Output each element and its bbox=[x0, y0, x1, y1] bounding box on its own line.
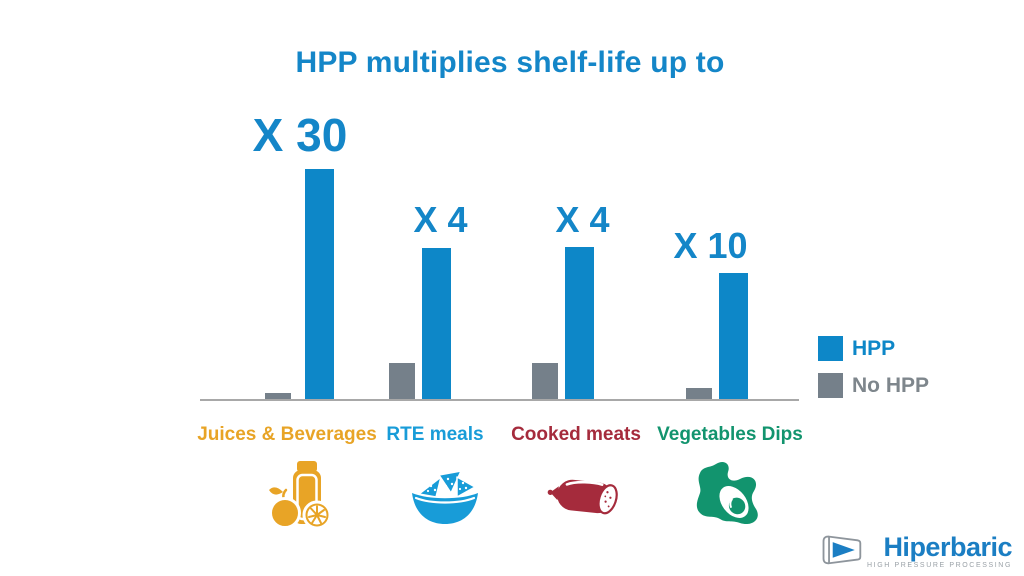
legend-item-hpp: HPP bbox=[818, 336, 929, 361]
salami-icon bbox=[543, 456, 627, 536]
bar-hpp-cooked bbox=[565, 247, 594, 400]
bar-hpp-dips bbox=[719, 273, 748, 400]
category-label-rte: RTE meals bbox=[386, 424, 484, 445]
bar-label-dips: X 10 bbox=[673, 225, 748, 266]
bar-label-juices: X 30 bbox=[252, 109, 348, 161]
avocado-icon bbox=[686, 456, 770, 536]
bar-nohpp-juices bbox=[265, 393, 291, 400]
category-label-cooked: Cooked meats bbox=[511, 424, 641, 445]
legend-swatch-hpp bbox=[818, 336, 843, 361]
category-label-juices: Juices & Beverages bbox=[197, 424, 377, 445]
logo-tagline-text: HIGH PRESSURE PROCESSING bbox=[867, 561, 1012, 569]
x-axis-line bbox=[200, 399, 799, 401]
legend-swatch-nohpp bbox=[818, 373, 843, 398]
hiperbaric-vessel-icon bbox=[818, 532, 864, 570]
legend-item-nohpp: No HPP bbox=[818, 373, 929, 398]
chips-bowl-icon bbox=[403, 456, 487, 536]
bar-label-cooked: X 4 bbox=[555, 199, 610, 240]
bar-label-rte: X 4 bbox=[413, 199, 468, 240]
bar-hpp-juices bbox=[305, 169, 334, 400]
chart-title: HPP multiplies shelf-life up to bbox=[295, 46, 725, 79]
juice-bottle-icon bbox=[263, 456, 347, 536]
category-label-dips: Vegetables Dips bbox=[657, 424, 803, 445]
bar-hpp-rte bbox=[422, 248, 451, 400]
bar-nohpp-cooked bbox=[532, 363, 558, 400]
legend-label-nohpp: No HPP bbox=[852, 374, 930, 397]
logo-brand-text: Hiperbaric bbox=[883, 531, 1012, 562]
bar-nohpp-dips bbox=[686, 388, 712, 400]
legend: HPP No HPP bbox=[818, 336, 929, 410]
hiperbaric-logo: Hiperbaric HIGH PRESSURE PROCESSING bbox=[818, 532, 1012, 570]
bar-nohpp-rte bbox=[389, 363, 415, 400]
legend-label-hpp: HPP bbox=[852, 337, 896, 360]
